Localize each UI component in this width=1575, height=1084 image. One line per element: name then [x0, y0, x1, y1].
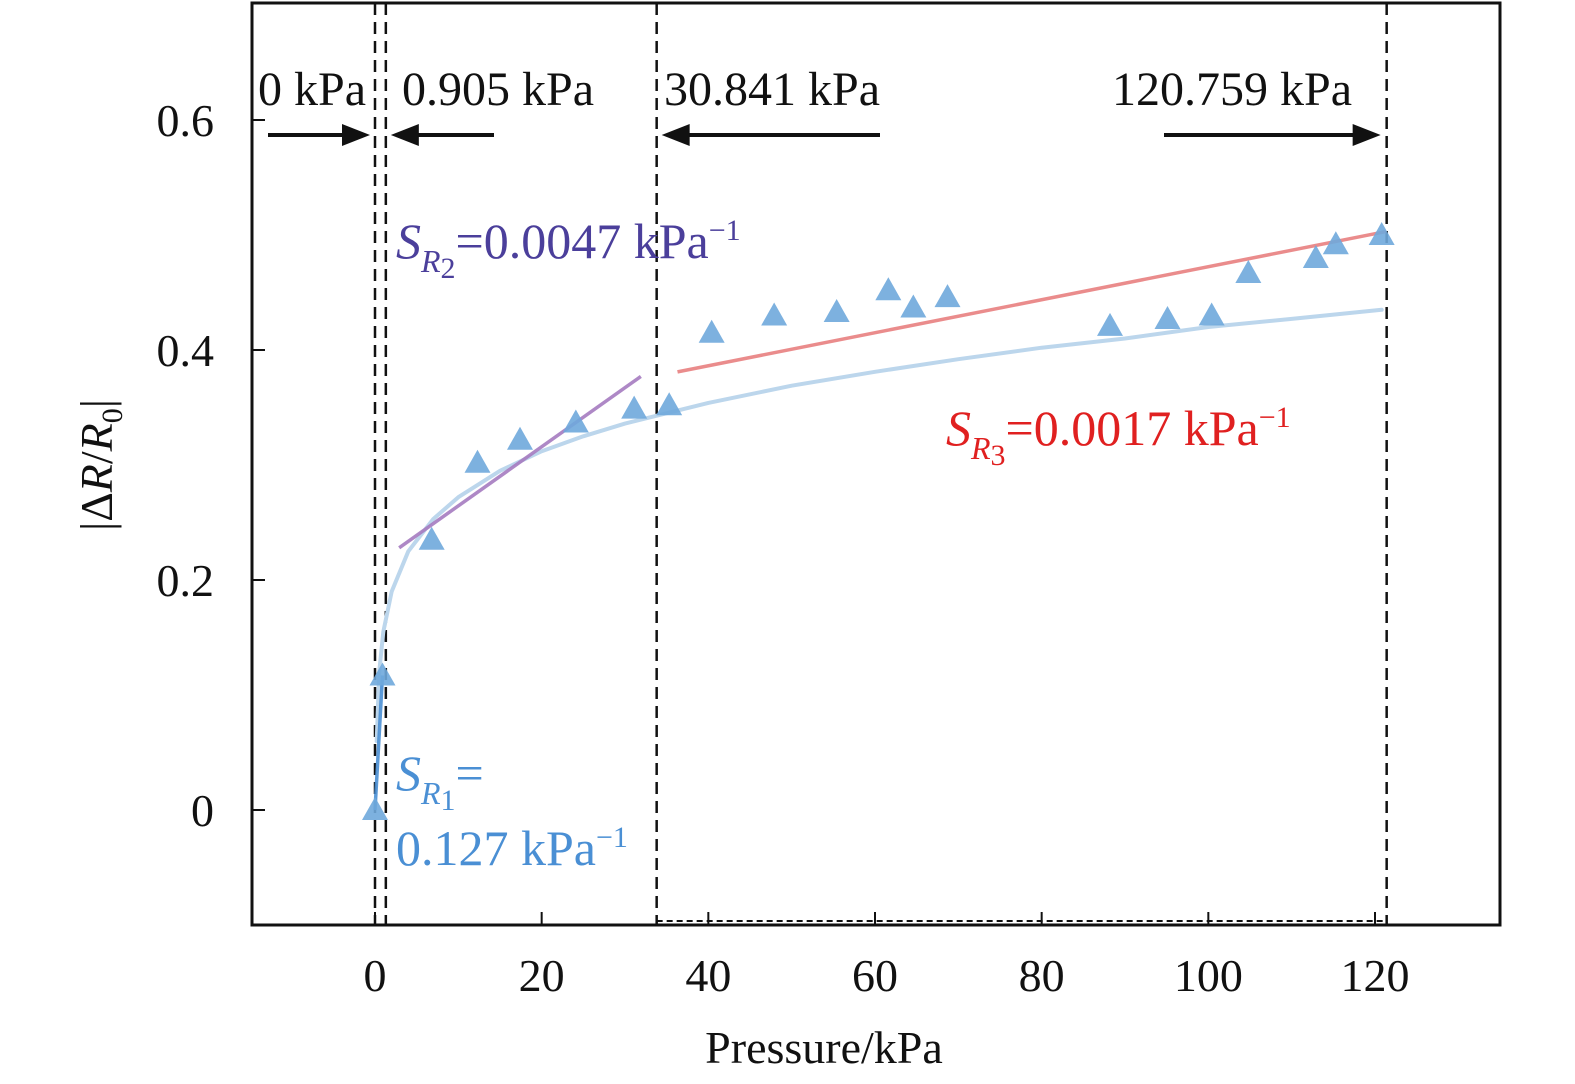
x-tick-label: 60	[852, 950, 898, 1001]
fit-lines	[373, 229, 1387, 811]
data-point	[562, 409, 589, 433]
divider-label: 0.905 kPa	[402, 63, 594, 116]
y-axis-label: |ΔR/R0|	[71, 399, 129, 531]
x-axis-label: Pressure/kPa	[705, 1022, 943, 1073]
fit-line-sr2	[398, 375, 642, 550]
data-point	[1235, 259, 1262, 283]
data-point	[1322, 231, 1349, 255]
y-tick-label: 0.2	[157, 555, 215, 606]
x-tick-label: 20	[519, 950, 565, 1001]
data-point	[418, 526, 445, 550]
fit-line-sr3	[677, 229, 1387, 374]
fit-curve	[374, 307, 1384, 743]
data-point	[1154, 305, 1181, 329]
region-dividers: 0 kPa 0.905 kPa 30.841 kPa 120.759 kPa	[258, 3, 1388, 925]
x-tick-label: 100	[1174, 950, 1243, 1001]
axis-ticks: 0 20 40 60 80 100 120 0 0.2 0.4 0.6	[157, 95, 1410, 1001]
annotation-sr1: SR1=	[396, 745, 484, 817]
y-tick-label: 0	[191, 785, 214, 836]
annotation-sr3: SR3=0.0017 kPa−1	[946, 400, 1291, 472]
y-tick-label: 0.6	[157, 95, 215, 146]
data-point	[1198, 302, 1225, 326]
data-point	[507, 426, 533, 450]
data-point	[1368, 222, 1395, 245]
annotations: SR2=0.0047 kPa−1 SR3=0.0017 kPa−1 SR1=0.12…	[396, 213, 1291, 876]
divider-label: 120.759 kPa	[1112, 63, 1352, 116]
data-point	[621, 395, 648, 419]
data-point	[823, 299, 850, 323]
arrow-30841kpa	[661, 124, 880, 146]
arrow-head	[661, 124, 690, 146]
data-point	[761, 302, 788, 326]
data-point	[1097, 312, 1123, 336]
annotation-sr1-value: 0.127 kPa−1	[396, 820, 628, 876]
data-point	[656, 392, 683, 416]
data-points	[362, 222, 1395, 820]
data-point	[369, 662, 396, 686]
x-tick-label: 80	[1019, 950, 1065, 1001]
y-tick-label: 0.4	[157, 325, 215, 376]
data-point	[698, 319, 725, 343]
x-tick-label: 40	[685, 950, 731, 1001]
arrow-0kpa	[268, 124, 370, 146]
data-point	[900, 294, 927, 318]
arrow-head	[1352, 124, 1381, 146]
data-point	[934, 284, 961, 308]
annotation-sr2: SR2=0.0047 kPa−1	[396, 213, 741, 285]
arrow-head	[342, 124, 370, 146]
divider-label: 30.841 kPa	[664, 63, 880, 116]
divider-label: 0 kPa	[258, 63, 366, 116]
fit-curve-layer	[374, 307, 1384, 743]
svg-text:|ΔR/R0|: |ΔR/R0|	[71, 399, 129, 531]
data-point	[362, 797, 388, 820]
arrow-120759kpa	[1164, 124, 1381, 146]
arrow-head	[390, 124, 419, 146]
data-point	[875, 277, 902, 301]
x-tick-label: 0	[364, 950, 387, 1001]
data-point	[464, 449, 491, 473]
x-tick-label: 120	[1341, 950, 1410, 1001]
fit-line-sr1	[373, 675, 385, 811]
arrow-0905kpa	[390, 124, 494, 146]
data-point	[1302, 245, 1329, 268]
